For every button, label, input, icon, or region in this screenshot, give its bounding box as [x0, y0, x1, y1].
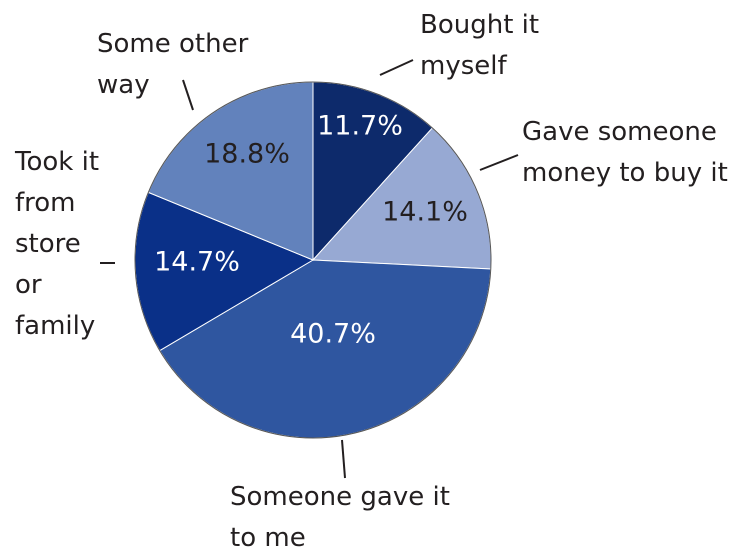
value-label: 14.7% [154, 247, 240, 278]
category-label: Gave someone money to buy it [522, 117, 728, 188]
leader-line [182, 79, 194, 111]
category-label: Bought it myself [420, 10, 540, 81]
leader-line [479, 154, 519, 171]
category-label: Took it from store or family [15, 147, 100, 341]
leader-line [379, 59, 414, 76]
category-label: Someone gave it to me [230, 482, 450, 550]
leader-line [341, 439, 346, 479]
value-label: 18.8% [204, 139, 290, 170]
pie-outline [134, 81, 492, 439]
value-label: 11.7% [317, 111, 403, 142]
category-label: Some other way [97, 29, 249, 100]
value-label: 14.1% [382, 197, 468, 228]
value-label: 40.7% [290, 319, 376, 350]
